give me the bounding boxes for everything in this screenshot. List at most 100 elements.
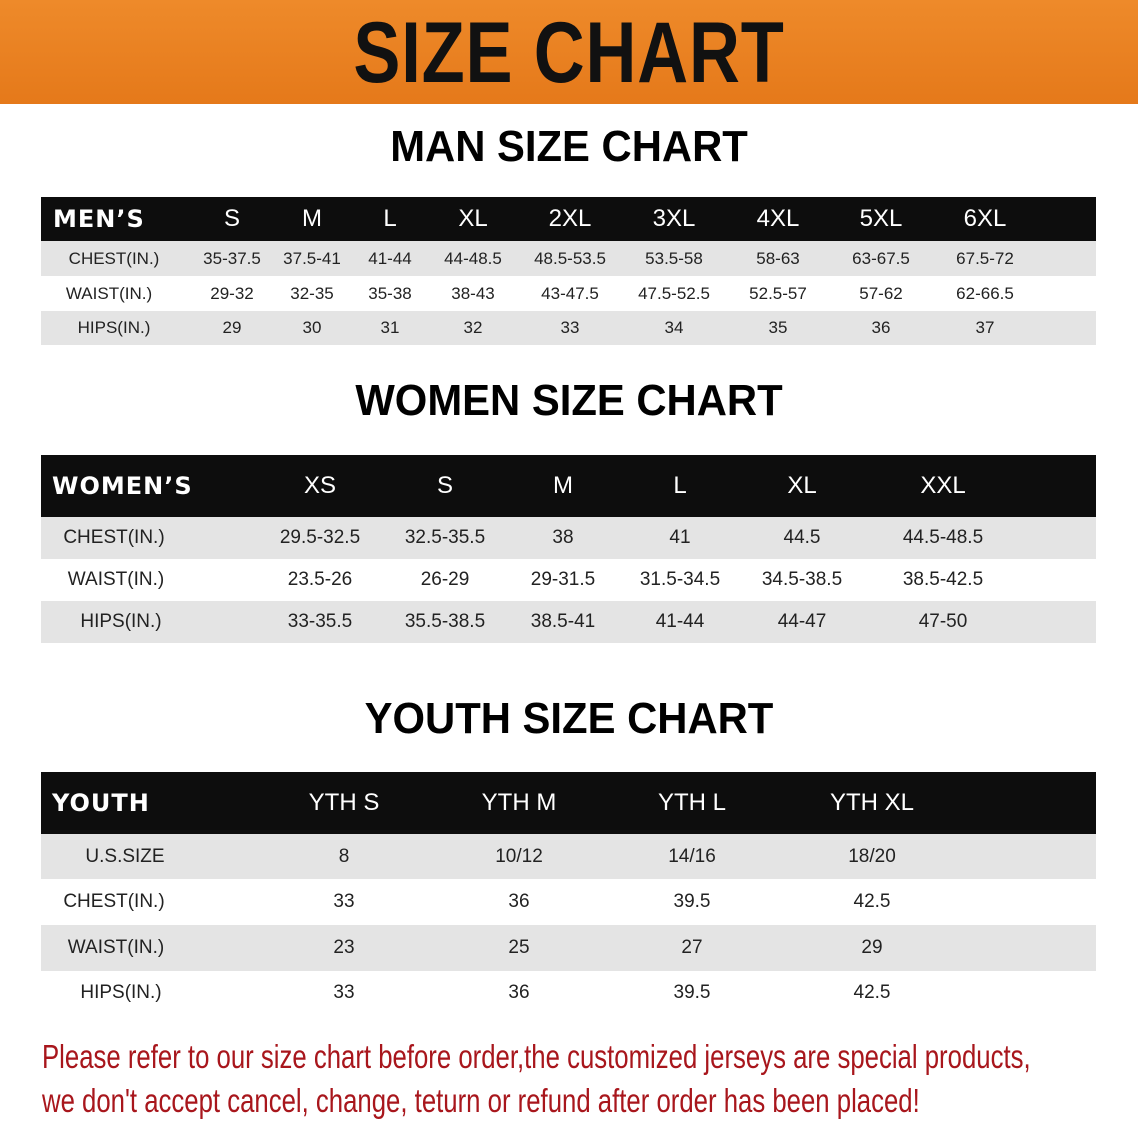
table-cell: 29.5-32.5 xyxy=(279,527,361,548)
row-label: HIPS(IN.) xyxy=(80,982,162,1003)
women-header-label: WOMEN’S xyxy=(52,472,193,500)
table-row: CHEST(IN.) 35-37.5 37.5-41 41-44 44-48.5 48.5… xyxy=(41,241,1096,276)
row-label: WAIST(IN.) xyxy=(67,937,165,958)
youth-section-title: YOUTH SIZE CHART xyxy=(364,694,774,743)
table-cell: 39.5 xyxy=(673,982,711,1003)
table-cell: 33 xyxy=(333,982,355,1003)
table-row: WAIST(IN.) 23.5-26 26-29 29-31.5 31.5-34.5 34… xyxy=(41,559,1096,601)
women-section-title: WOMEN SIZE CHART xyxy=(355,376,783,425)
table-cell: 29-31.5 xyxy=(530,569,596,590)
youth-header-row: YOUTH YTH S YTH M YTH L YTH XL xyxy=(41,772,1096,834)
size-column-header: 5XL xyxy=(859,205,903,232)
size-column-header: XS xyxy=(303,472,337,499)
table-cell: 33-35.5 xyxy=(287,611,353,632)
table-cell: 38.5-42.5 xyxy=(902,569,984,590)
men-header-label: MEN’S xyxy=(53,205,145,233)
table-row: WAIST(IN.) 23 25 27 29 xyxy=(41,925,1096,971)
table-cell: 39.5 xyxy=(673,891,711,912)
table-cell: 32.5-35.5 xyxy=(404,527,486,548)
table-cell: 53.5-58 xyxy=(645,248,703,268)
banner-title: SIZE CHART xyxy=(353,5,785,101)
size-column-header: S xyxy=(223,205,241,232)
table-cell: 63-67.5 xyxy=(852,248,910,268)
table-cell: 36 xyxy=(871,318,891,337)
table-cell: 34.5-38.5 xyxy=(761,569,843,590)
table-cell: 8 xyxy=(338,845,350,867)
size-column-header: S xyxy=(436,472,454,499)
men-header-row: MEN’S S M L XL 2XL 3XL 4XL 5XL 6XL xyxy=(41,197,1096,241)
size-column-header: XXL xyxy=(920,472,966,499)
men-size-table: MEN’S S M L XL 2XL 3XL 4XL 5XL 6XL CHEST(IN.) 35-37… xyxy=(41,197,1096,345)
table-cell: 36 xyxy=(508,982,530,1003)
table-cell: 52.5-57 xyxy=(749,283,807,303)
table-cell: 33 xyxy=(560,318,580,337)
table-cell: 38-43 xyxy=(451,283,495,303)
size-column-header: L xyxy=(673,472,687,499)
table-cell: 67.5-72 xyxy=(956,248,1014,268)
note-line-2: we don't accept cancel, change, teturn o… xyxy=(42,1082,920,1119)
table-cell: 10/12 xyxy=(495,845,543,867)
row-label: CHEST(IN.) xyxy=(68,248,160,268)
table-cell: 57-62 xyxy=(859,283,903,303)
table-cell: 44-48.5 xyxy=(444,248,502,268)
table-cell: 42.5 xyxy=(853,982,891,1003)
size-column-header: YTH M xyxy=(481,789,557,816)
size-column-header: L xyxy=(383,205,397,232)
size-column-header: YTH L xyxy=(657,789,727,816)
size-column-header: 2XL xyxy=(548,205,592,232)
table-row: HIPS(IN.) 29 30 31 32 33 34 35 36 37 xyxy=(41,311,1096,345)
table-cell: 44.5 xyxy=(783,527,821,548)
size-column-header: M xyxy=(553,472,573,499)
row-label: WAIST(IN.) xyxy=(67,569,165,590)
table-cell: 26-29 xyxy=(420,569,470,590)
youth-size-table: YOUTH YTH S YTH M YTH L YTH XL U.S.SIZE 8 10/12… xyxy=(41,772,1096,1015)
table-cell: 41 xyxy=(669,527,691,548)
row-label: CHEST(IN.) xyxy=(63,527,165,548)
size-column-header: XL xyxy=(458,205,488,232)
size-column-header: 6XL xyxy=(963,205,1007,232)
table-row: HIPS(IN.) 33-35.5 35.5-38.5 38.5-41 41-44 44-… xyxy=(41,601,1096,643)
table-cell: 31 xyxy=(380,318,400,337)
size-column-header: YTH S xyxy=(308,789,380,816)
table-row: CHEST(IN.) 29.5-32.5 32.5-35.5 38 41 44.5 44.5… xyxy=(41,517,1096,559)
table-cell: 44.5-48.5 xyxy=(902,527,984,548)
table-cell: 62-66.5 xyxy=(956,283,1014,303)
table-cell: 34 xyxy=(664,318,684,337)
table-cell: 27 xyxy=(681,937,703,958)
table-cell: 35 xyxy=(768,318,788,337)
table-cell: 14/16 xyxy=(668,845,716,867)
table-cell: 29 xyxy=(861,937,883,958)
size-column-header: 3XL xyxy=(652,205,696,232)
women-size-table: WOMEN’S XS S M L XL XXL CHEST(IN.) 29.5-32.5 32.5… xyxy=(41,455,1096,643)
table-cell: 36 xyxy=(508,891,530,912)
table-cell: 29-32 xyxy=(210,283,254,303)
row-label: HIPS(IN.) xyxy=(77,318,151,337)
table-row: U.S.SIZE 8 10/12 14/16 18/20 xyxy=(41,834,1096,879)
table-cell: 23 xyxy=(333,937,355,958)
row-label: U.S.SIZE xyxy=(85,845,165,867)
table-cell: 42.5 xyxy=(853,891,891,912)
table-cell: 41-44 xyxy=(368,248,412,268)
row-label: CHEST(IN.) xyxy=(63,891,165,912)
table-cell: 32-35 xyxy=(290,283,334,303)
men-section-title: MAN SIZE CHART xyxy=(390,122,748,171)
table-cell: 35-38 xyxy=(368,283,412,303)
size-column-header: 4XL xyxy=(756,205,800,232)
table-cell: 37 xyxy=(975,318,995,337)
table-cell: 58-63 xyxy=(756,248,800,268)
row-label: HIPS(IN.) xyxy=(80,611,162,632)
table-cell: 37.5-41 xyxy=(283,248,341,268)
table-row: CHEST(IN.) 33 36 39.5 42.5 xyxy=(41,879,1096,925)
table-cell: 35.5-38.5 xyxy=(404,611,486,632)
size-column-header: YTH XL xyxy=(829,789,915,816)
table-cell: 38.5-41 xyxy=(530,611,596,632)
size-column-header: XL xyxy=(787,472,817,499)
table-cell: 32 xyxy=(463,318,483,337)
table-cell: 25 xyxy=(508,937,530,958)
table-cell: 38 xyxy=(552,527,574,548)
table-cell: 31.5-34.5 xyxy=(639,569,721,590)
youth-header-label: YOUTH xyxy=(52,789,150,817)
header-banner: SIZE CHART xyxy=(0,0,1138,104)
table-cell: 30 xyxy=(302,318,322,337)
table-cell: 23.5-26 xyxy=(287,569,353,590)
